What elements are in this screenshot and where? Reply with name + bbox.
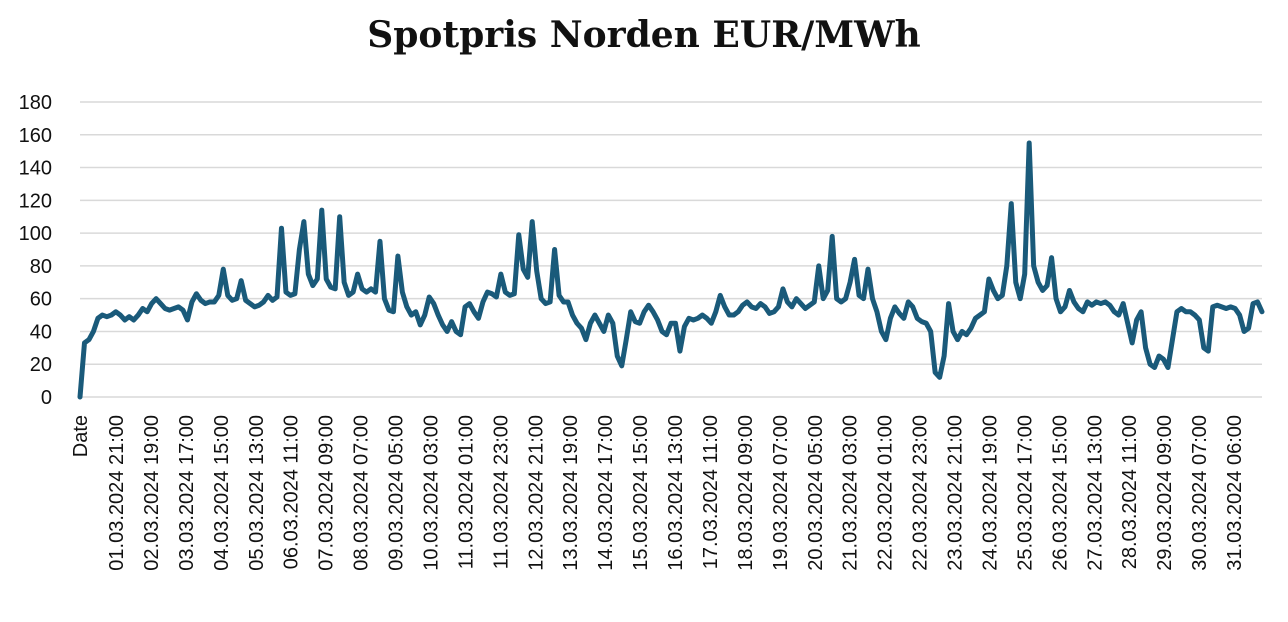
x-tick-label: 08.03.2024 07:00 [351, 415, 373, 571]
x-tick-label: 22.03.2024 01:00 [875, 415, 897, 571]
x-tick-label: 09.03.2024 05:00 [386, 415, 408, 571]
x-tick-label: 13.03.2024 19:00 [560, 415, 582, 571]
y-axis: 0 20 40 60 80 100 120 140 160 180 [19, 92, 52, 409]
x-tick-label: 22.03.2024 23:00 [910, 415, 932, 571]
x-tick-label: 30.03.2024 07:00 [1189, 415, 1211, 571]
y-tick-label: 80 [30, 256, 52, 278]
x-tick-label: 17.03.2024 11:00 [700, 415, 722, 569]
y-tick-label: 0 [41, 387, 52, 409]
x-tick-label: 07.03.2024 09:00 [316, 415, 338, 571]
x-tick-label: 15.03.2024 15:00 [630, 415, 652, 571]
y-tick-label: 140 [19, 158, 52, 180]
x-tick-label: 04.03.2024 15:00 [211, 415, 233, 571]
gridlines [80, 101, 1262, 398]
y-tick-label: 160 [19, 125, 52, 147]
x-axis: Date 01.03.2024 21:00 02.03.2024 19:00 03.0… [70, 415, 1246, 571]
y-tick-label: 60 [30, 289, 52, 311]
x-tick-label: 21.03.2024 03:00 [840, 415, 862, 571]
y-tick-label: 180 [19, 92, 52, 114]
x-tick-label: 18.03.2024 09:00 [735, 415, 757, 571]
x-tick-label: 02.03.2024 19:00 [141, 415, 163, 571]
x-tick-label: 27.03.2024 13:00 [1084, 415, 1106, 571]
x-tick-label: 12.03.2024 21:00 [525, 415, 547, 571]
x-tick-label: 11.03.2024 23:00 [490, 415, 512, 569]
x-tick-label: 23.03.2024 21:00 [945, 415, 967, 571]
x-tick-label: 31.03.2024 06:00 [1224, 415, 1246, 571]
x-tick-label: 20.03.2024 05:00 [805, 415, 827, 571]
x-tick-label: 03.03.2024 17:00 [176, 415, 198, 571]
y-tick-label: 100 [19, 223, 52, 245]
x-tick-label: 01.03.2024 21:00 [106, 415, 128, 571]
x-tick-label: 29.03.2024 09:00 [1154, 415, 1176, 571]
x-tick-label: 24.03.2024 19:00 [979, 415, 1001, 571]
x-tick-label: 10.03.2024 03:00 [420, 415, 442, 571]
x-tick-label: 19.03.2024 07:00 [770, 415, 792, 571]
price-series-line [77, 140, 1265, 400]
series-layer [77, 140, 1265, 400]
x-tick-label: 11.03.2024 01:00 [455, 415, 477, 569]
x-tick-label: 25.03.2024 17:00 [1014, 415, 1036, 571]
y-tick-label: 120 [19, 190, 52, 212]
x-tick-label: 05.03.2024 13:00 [246, 415, 268, 571]
x-tick-label: 16.03.2024 13:00 [665, 415, 687, 571]
chart-title: Spotpris Norden EUR/MWh [367, 14, 921, 56]
y-tick-label: 20 [30, 354, 52, 376]
x-tick-label: 28.03.2024 11:00 [1119, 415, 1141, 569]
x-axis-header-label: Date [70, 415, 92, 457]
x-tick-label: 26.03.2024 15:00 [1049, 415, 1071, 571]
y-tick-label: 40 [30, 321, 52, 343]
x-tick-label: 14.03.2024 17:00 [595, 415, 617, 571]
x-tick-label: 06.03.2024 11:00 [281, 415, 303, 569]
